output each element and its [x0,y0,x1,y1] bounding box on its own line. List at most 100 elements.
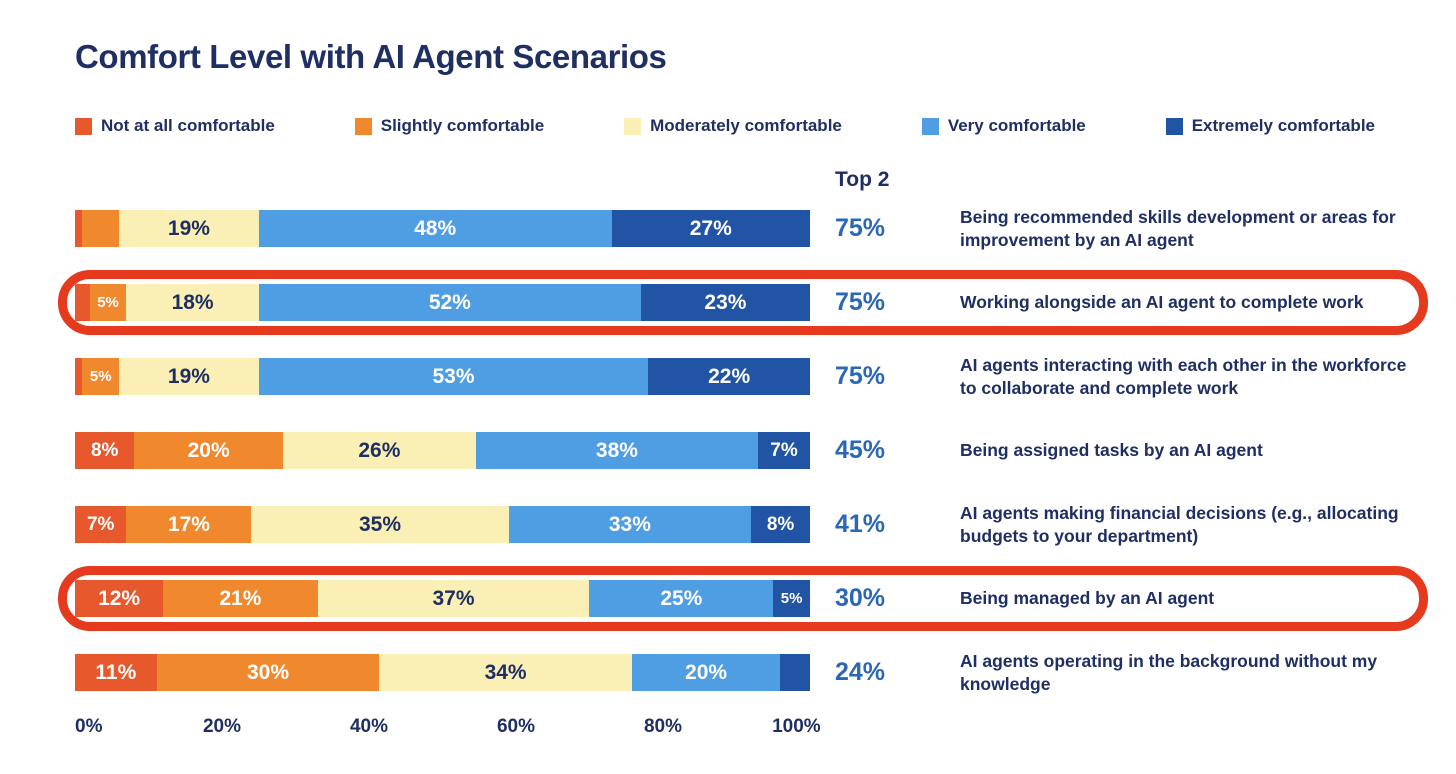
bar-segment-moderately: 26% [282,432,476,469]
bar-segment-label: 5% [97,294,119,311]
bar-segment-label: 5% [780,590,803,607]
bar-segment-label: 8% [90,439,119,461]
bar-segment-very: 33% [508,506,752,543]
legend-item-slightly: Slightly comfortable [354,116,544,136]
legend-swatch-icon [921,117,939,135]
bar-segment-very: 52% [258,284,641,321]
legend-swatch-icon [1165,117,1183,135]
axis-tick-label: 100% [772,716,821,737]
bar-segment-not_at_all: 8% [75,432,135,469]
bar-segment-label: 5% [89,368,112,385]
bar-segment-moderately: 37% [317,580,590,617]
legend-item-very: Very comfortable [921,116,1086,136]
bar-segment-extremely: 7% [758,432,810,469]
row-description: Working alongside an AI agent to complet… [960,292,1364,313]
bar-segment-label: 48% [414,216,457,240]
legend-item-not_at_all: Not at all comfortable [75,116,275,136]
bar-segment-extremely: 22% [648,358,810,395]
legend-label: Very comfortable [947,116,1086,135]
legend: Not at all comfortable Slightly comfortab… [75,116,1375,136]
bar-segment-slightly: 20% [134,432,283,469]
chart-row: 5% 18% 52% 23% 75% Working alongside an AI ag… [58,270,1435,335]
bar-segment-label: 33% [608,512,651,536]
bar-segment-moderately: 19% [119,210,259,247]
bar-segment-label: 35% [358,512,402,536]
row-description: AI agents interacting with each other in… [960,354,1407,398]
row-description: AI agents making financial decisions (e.… [960,502,1399,546]
chart-row: 7% 17% 35% 33% 8% 41% AI agents making financi… [75,503,1435,546]
legend-label: Moderately comfortable [650,116,842,135]
chart-row: 5% 19% 53% 22% 75% AI agents interacting with… [75,355,1435,398]
top2-value: 24% [835,658,886,686]
stacked-bar: 19% 48% 27% [75,210,810,247]
bar-segment-label: 11% [95,660,137,684]
chart-row: 8% 20% 26% 38% 7% 45% Being assigned tasks by … [75,432,1435,469]
row-description: AI agents operating in the background wi… [960,650,1378,694]
bar-segment-label: 20% [685,660,728,684]
bar-segment-slightly: 21% [163,580,318,617]
bar-segment-moderately: 18% [126,284,259,321]
bar-segment-label: 38% [595,438,638,462]
chart-row: 12% 21% 37% 25% 5% 30% Being managed by an AI … [58,566,1435,631]
top2-value: 45% [835,436,886,464]
bar-segment-label: 53% [432,364,475,388]
bar-segment-label: 27% [689,216,732,240]
top2-column-header: Top 2 [835,168,890,191]
bar-segment-slightly [82,210,120,247]
legend-swatch-icon [354,117,372,135]
stacked-bar: 7% 17% 35% 33% 8% [75,506,810,543]
bar-segment-very: 48% [258,210,612,247]
bar-segment-label: 19% [167,364,210,388]
bar-segment-slightly: 5% [89,284,127,321]
bar-segment-label: 18% [171,290,214,314]
bar-segment-label: 23% [704,290,747,314]
legend-swatch-icon [624,117,642,135]
bar-segment-label: 37% [432,586,475,610]
bar-segment-label: 26% [358,438,401,462]
bar-segment-label: 7% [86,513,115,535]
bar-segment-moderately: 19% [119,358,259,395]
bar-segment-very: 38% [475,432,758,469]
axis-tick-label: 80% [643,716,683,737]
bar-segment-extremely: 23% [640,284,810,321]
legend-label: Extremely comfortable [1191,116,1375,135]
bar-segment-very: 53% [258,358,649,395]
stacked-bar: 12% 21% 37% 25% 5% [75,580,810,617]
bar-segment-slightly: 30% [156,654,380,691]
stacked-bar: 8% 20% 26% 38% 7% [75,432,810,469]
bar-segment-not_at_all [75,358,83,395]
axis-tick-label: 40% [349,716,389,737]
axis-tick-label: 20% [202,716,242,737]
bar-segment-extremely [780,654,810,691]
bar-segment-label: 25% [660,586,703,610]
bar-segment-not_at_all [75,210,83,247]
bar-segment-label: 12% [98,586,141,610]
stacked-bar: 5% 19% 53% 22% [75,358,810,395]
chart-row: 19% 48% 27% 75% Being recommended skills dev… [75,207,1435,250]
bar-segment-label: 20% [187,438,230,462]
top2-value: 30% [835,584,886,612]
legend-label: Not at all comfortable [101,116,275,135]
top2-value: 75% [835,214,886,242]
chart-row: 11% 30% 34% 20% 24% AI agents operating in th… [75,651,1435,694]
stacked-bar: 11% 30% 34% 20% [75,654,810,691]
bar-segment-label: 22% [708,364,751,388]
bar-segment-moderately: 34% [379,654,632,691]
bar-segment-label: 19% [167,216,210,240]
bar-segment-extremely: 27% [611,210,810,247]
axis-tick-label: 0% [75,716,103,737]
top2-value: 75% [835,362,886,390]
bar-segment-label: 17% [167,512,210,536]
bar-segment-label: 30% [247,660,290,684]
bar-segment-extremely: 5% [773,580,810,617]
x-axis: 0% 20% 40% 60% 80% 100% [75,716,821,742]
row-description: Being assigned tasks by an AI agent [960,440,1263,461]
chart-rows: 19% 48% 27% 75% Being recommended skills dev… [58,207,1435,728]
legend-item-extremely: Extremely comfortable [1165,116,1375,136]
bar-segment-label: 34% [484,660,527,684]
bar-segment-label: 8% [766,513,795,535]
bar-segment-label: 7% [770,439,798,461]
row-description: Being managed by an AI agent [960,588,1215,609]
top2-value: 75% [835,288,886,316]
